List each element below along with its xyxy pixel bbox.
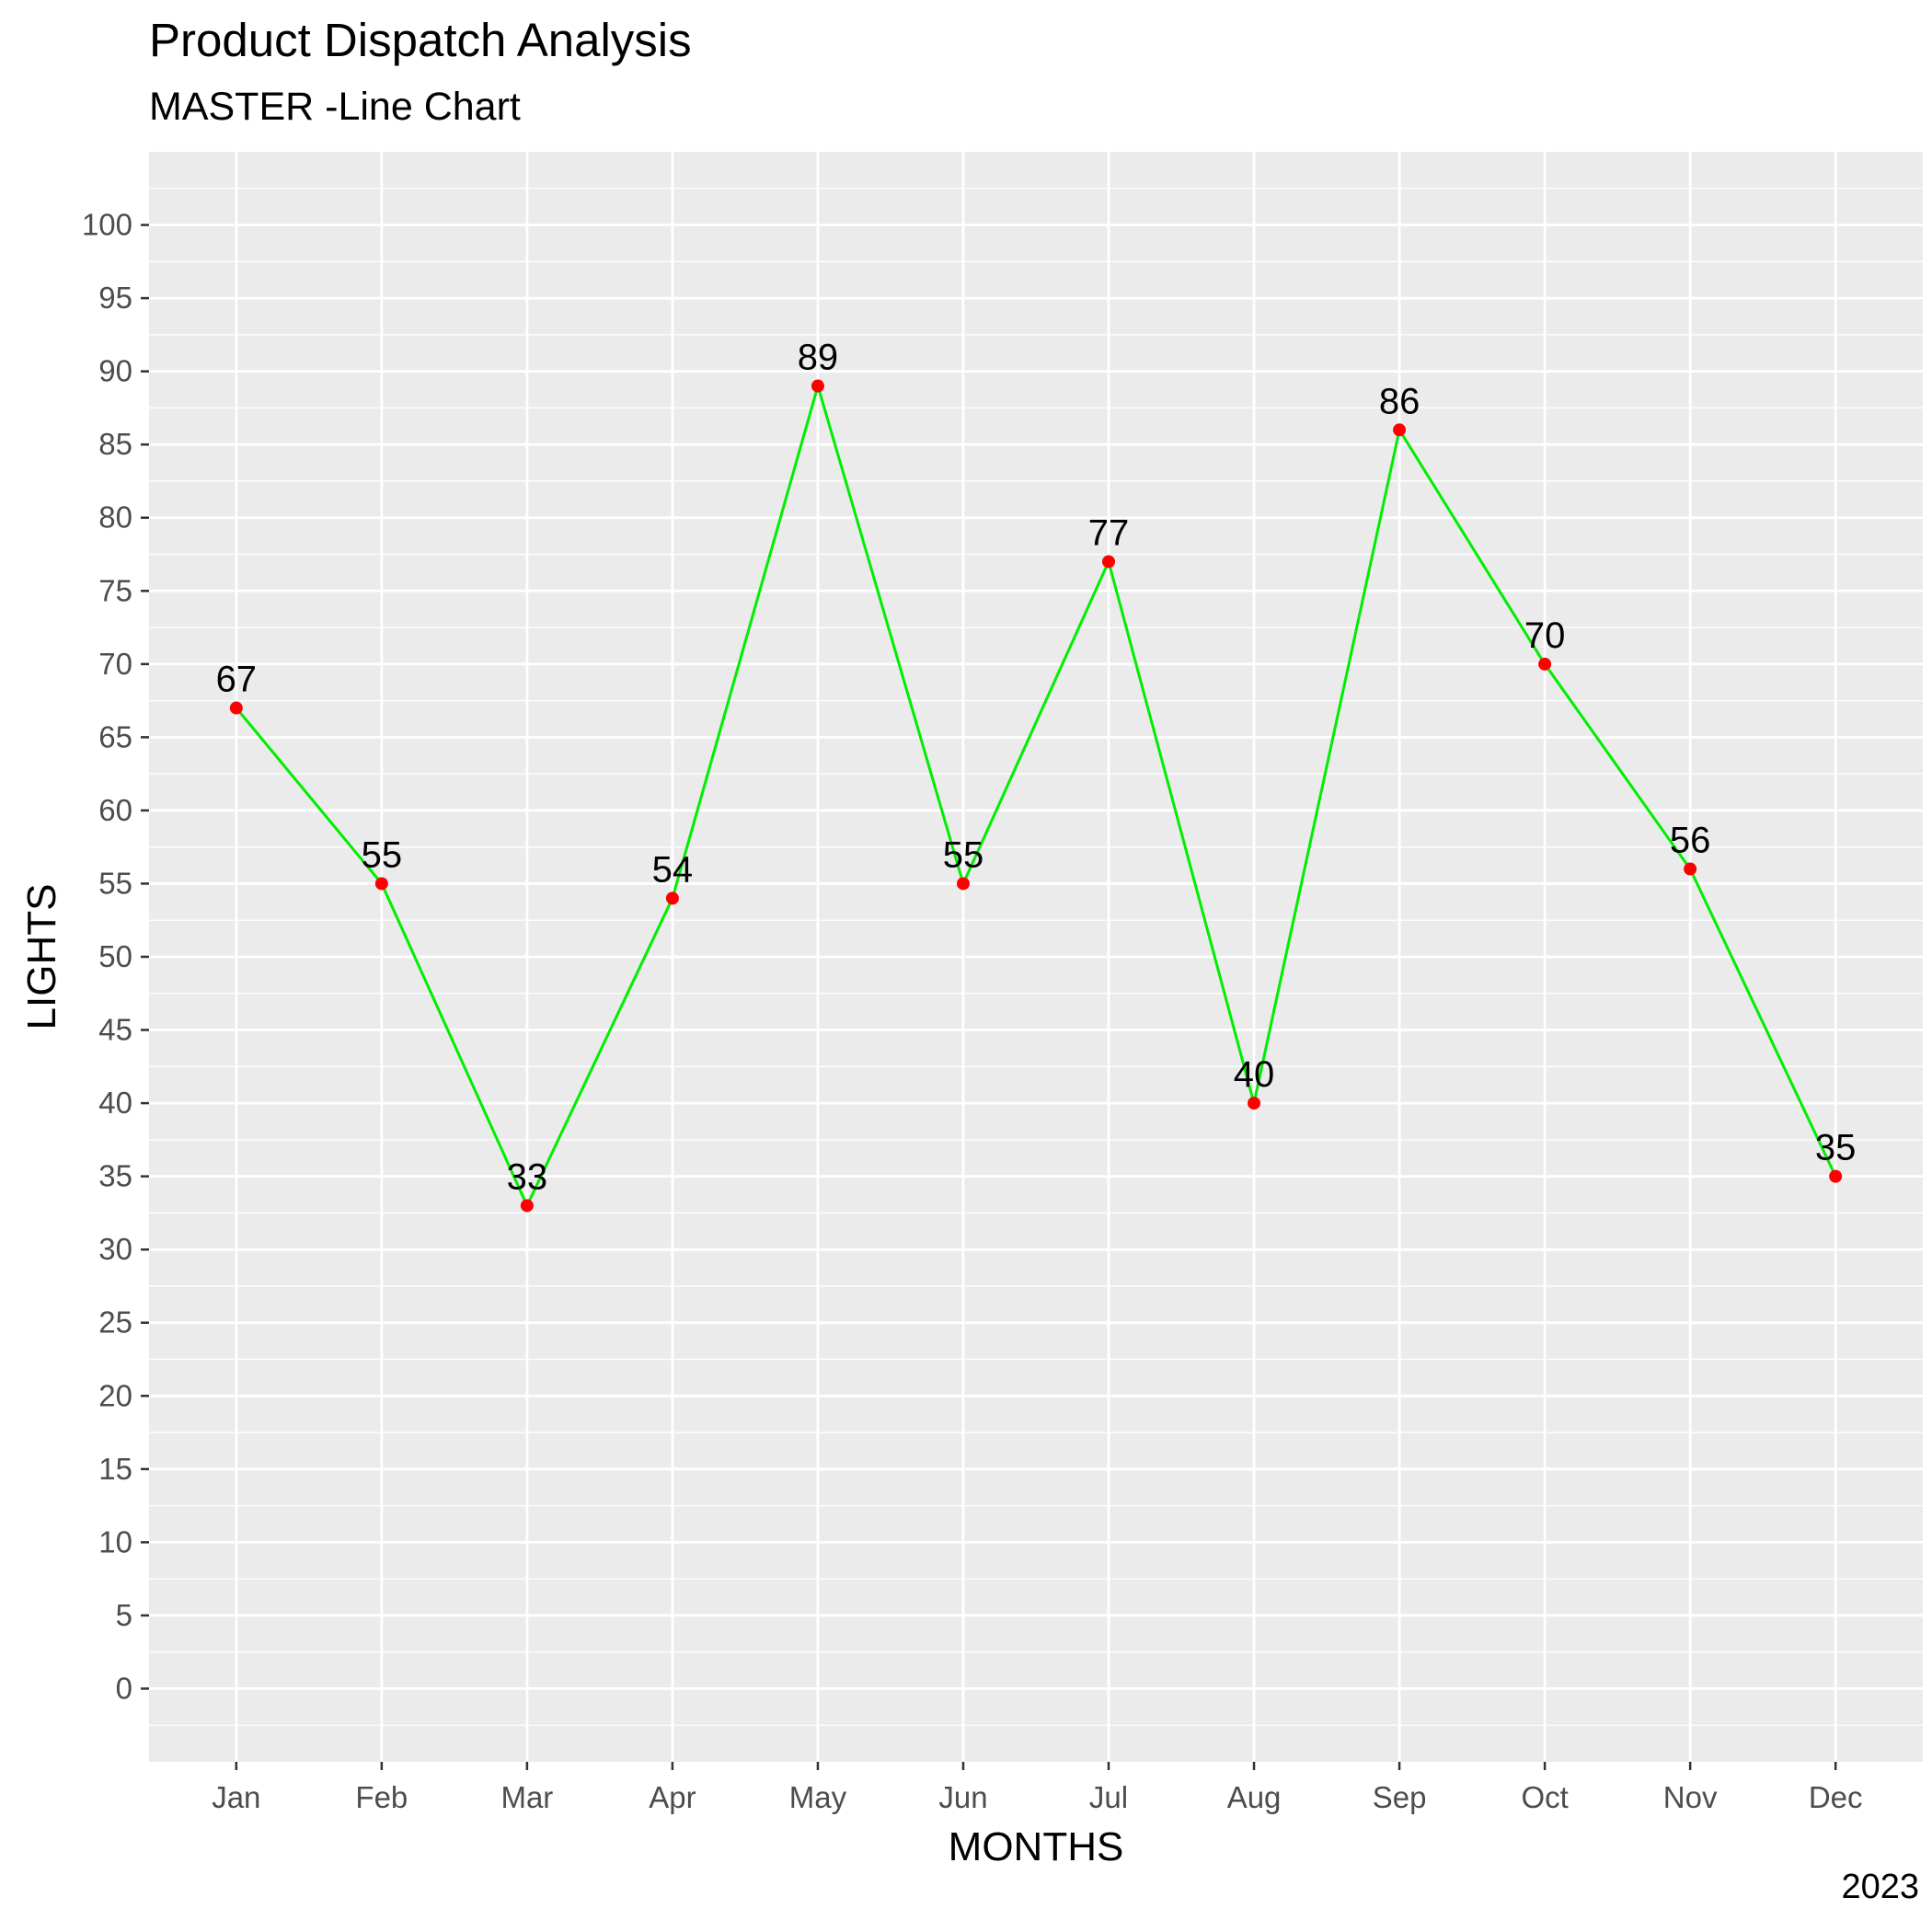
x-tick-label: Dec — [1809, 1780, 1863, 1814]
y-tick-label: 100 — [82, 208, 132, 242]
data-point — [1102, 555, 1116, 569]
y-tick-label: 45 — [98, 1013, 132, 1047]
data-label: 55 — [362, 834, 403, 875]
y-tick-label: 0 — [116, 1671, 132, 1705]
y-tick-label: 50 — [98, 939, 132, 973]
x-axis-title: MONTHS — [949, 1824, 1124, 1869]
data-point — [1248, 1097, 1261, 1110]
y-tick-label: 80 — [98, 500, 132, 535]
y-axis-title: LIGHTS — [19, 884, 64, 1030]
y-tick-label: 75 — [98, 573, 132, 607]
data-point — [1829, 1169, 1843, 1183]
y-tick-label: 15 — [98, 1452, 132, 1486]
data-point — [1538, 657, 1552, 671]
chart-title: Product Dispatch Analysis — [149, 14, 692, 66]
y-tick-label: 95 — [98, 281, 132, 315]
x-tick-label: Nov — [1663, 1780, 1718, 1814]
x-tick-label: May — [789, 1780, 847, 1814]
y-tick-label: 85 — [98, 427, 132, 461]
y-axis: 0 5 10 15 20 25 30 35 40 45 50 55 60 65 70 75 80 85 90 95 10… — [82, 208, 149, 1705]
x-tick-label: Feb — [355, 1780, 408, 1814]
data-label: 55 — [943, 834, 984, 875]
y-tick-label: 40 — [98, 1086, 132, 1120]
x-tick-label: Mar — [500, 1780, 553, 1814]
minor-gridlines — [149, 188, 1923, 1726]
data-label: 70 — [1524, 615, 1566, 656]
y-tick-label: 20 — [98, 1378, 132, 1412]
data-point — [229, 701, 243, 715]
data-points — [229, 379, 1843, 1213]
data-label: 35 — [1815, 1128, 1857, 1168]
y-tick-label: 70 — [98, 647, 132, 681]
x-tick-label: Apr — [649, 1780, 696, 1814]
y-tick-label: 90 — [98, 354, 132, 388]
x-tick-label: Oct — [1521, 1780, 1568, 1814]
data-label: 77 — [1088, 512, 1130, 553]
y-tick-label: 30 — [98, 1232, 132, 1266]
data-label: 67 — [216, 660, 258, 700]
data-labels: 67 55 33 54 89 55 77 40 86 70 56 35 — [216, 338, 1857, 1198]
y-tick-label: 65 — [98, 719, 132, 753]
data-label: 56 — [1670, 821, 1711, 861]
x-axis: Jan Feb Mar Apr May Jun Jul Aug Sep Oct Nov Dec — [212, 1762, 1863, 1814]
data-label: 40 — [1234, 1054, 1275, 1095]
data-point — [665, 891, 679, 905]
series-line — [235, 385, 1837, 1207]
y-tick-label: 55 — [98, 866, 132, 900]
y-tick-label: 60 — [98, 793, 132, 827]
x-tick-label: Jan — [212, 1780, 260, 1814]
major-gridlines — [149, 152, 1923, 1762]
y-tick-label: 10 — [98, 1524, 132, 1558]
chart-subtitle: MASTER -Line Chart — [149, 85, 521, 129]
data-label: 54 — [652, 849, 694, 890]
data-point — [1684, 862, 1697, 876]
series-line-layer — [235, 385, 1837, 1207]
chart-caption: 2023 — [1841, 1868, 1919, 1906]
data-point — [1393, 423, 1407, 437]
data-point — [374, 877, 388, 891]
x-tick-label: Jun — [938, 1780, 987, 1814]
data-label: 89 — [798, 338, 839, 378]
x-tick-label: Sep — [1373, 1780, 1427, 1814]
y-tick-label: 25 — [98, 1305, 132, 1340]
data-label: 86 — [1379, 381, 1420, 421]
data-point — [811, 379, 824, 393]
y-tick-label: 35 — [98, 1159, 132, 1193]
x-tick-label: Jul — [1089, 1780, 1128, 1814]
data-point — [520, 1199, 534, 1213]
y-tick-label: 5 — [116, 1598, 132, 1632]
data-label: 33 — [507, 1156, 548, 1197]
x-tick-label: Aug — [1227, 1780, 1282, 1814]
data-point — [956, 877, 970, 891]
